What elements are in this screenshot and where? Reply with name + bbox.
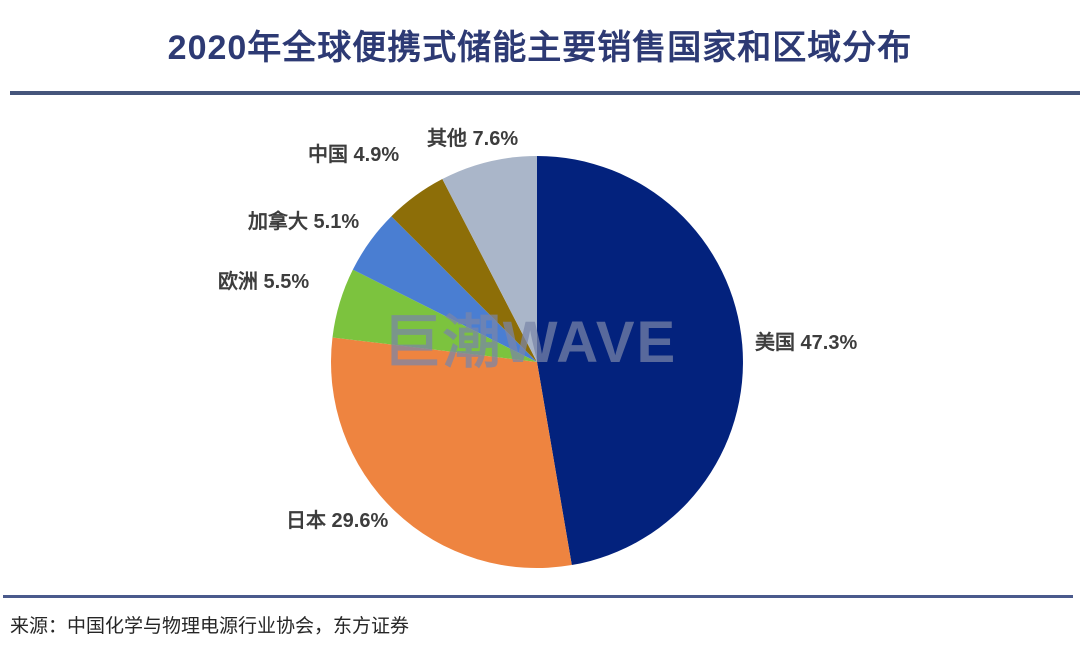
pie-slice-2 [331,337,572,568]
page-title: 2020年全球便携式储能主要销售国家和区域分布 [167,29,913,67]
slice-label-canada: 加拿大 5.1% [248,211,360,233]
pie-slice-1 [537,156,743,566]
slice-label-europe: 欧洲 5.5% [218,271,310,293]
slice-label-other: 其他 7.6% [427,128,519,150]
slice-label-japan: 日本 29.6% [286,510,389,532]
slice-label-china: 中国 4.9% [308,144,400,166]
pie-slice-4 [352,216,537,362]
title-divider [10,91,1080,95]
pie-chart [329,154,745,570]
source-divider [3,595,1073,598]
slice-label-usa: 美国 47.3% [755,332,858,354]
pie-slice-3 [332,269,537,362]
pie-svg [331,156,743,568]
source-text: 来源：中国化学与物理电源行业协会，东方证券 [10,616,410,637]
pie-slice-5 [391,179,537,362]
pie-slice-6 [442,156,537,362]
